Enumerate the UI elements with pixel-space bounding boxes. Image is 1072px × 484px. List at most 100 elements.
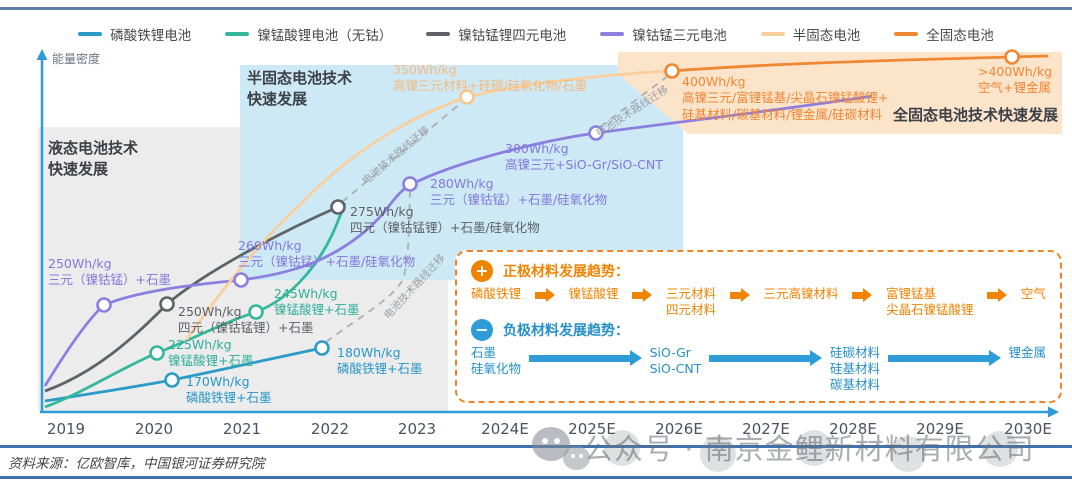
series-line-lmno bbox=[44, 202, 347, 409]
cathode-trend-title: 正极材料发展趋势： bbox=[503, 264, 629, 280]
legend: 磷酸铁锂电池 镍锰酸锂电池（无钴） 镍钴锰锂四元电池 镍钴锰三元电池 半固态电池… bbox=[0, 24, 1072, 44]
arrow-right-icon bbox=[987, 288, 1008, 302]
arrow-right-icon bbox=[729, 288, 750, 302]
annotation-ncm-250: 250Wh/kg 三元（镍钴锰）+石墨 bbox=[48, 256, 171, 289]
series-line-all-solid bbox=[671, 54, 1049, 73]
arrow-right-icon bbox=[529, 350, 642, 367]
annotation-lmno-245: 245Wh/kg 镍锰酸锂+石墨 bbox=[274, 286, 359, 319]
legend-label: 镍钴锰三元电池 bbox=[632, 28, 727, 44]
arrow-right-icon bbox=[852, 288, 873, 302]
legend-label: 磷酸铁锂电池 bbox=[110, 28, 192, 44]
legend-swatch bbox=[78, 32, 103, 36]
arrow-right-icon bbox=[709, 350, 822, 367]
annotation-material: 高镍三元+SiO-Gr/SiO-CNT bbox=[505, 157, 663, 173]
region-title-all-solid: 全固态电池技术快速发展 bbox=[893, 106, 1059, 124]
annotation-material: 三元（镍钴锰）+石墨/硅氧化物 bbox=[430, 192, 608, 208]
annotation-value: 225Wh/kg bbox=[168, 337, 232, 352]
legend-item-semi: 半固态电池 bbox=[760, 24, 860, 44]
point-ncm-260 bbox=[233, 272, 249, 288]
annotation-value: 280Wh/kg bbox=[430, 176, 494, 191]
legend-label: 镍钴锰锂四元电池 bbox=[458, 28, 567, 44]
annotation-value: 250Wh/kg bbox=[178, 304, 242, 319]
annotation-material: 四元（镍钴锰锂）+石墨 bbox=[178, 320, 314, 336]
annotation-lmno-225: 225Wh/kg 镍锰酸锂+石墨 bbox=[168, 337, 253, 370]
x-tick-2030e: 2030E bbox=[1004, 420, 1052, 438]
anode-trend-header: − 负极材料发展趋势： bbox=[471, 319, 1046, 342]
x-tick-2029e: 2029E bbox=[916, 420, 964, 438]
x-tick-2023: 2023 bbox=[397, 420, 437, 438]
annotation-value: 180Wh/kg bbox=[337, 345, 401, 360]
anode-trend-chain: 石墨 硅氧化物 SiO-Gr SiO-CNT 硅碳材料 硅基材料 碳基材料 锂金… bbox=[471, 345, 1046, 392]
x-tick-2027e: 2027E bbox=[742, 420, 790, 438]
point-lfp-180 bbox=[314, 340, 330, 356]
point-lfp-170 bbox=[164, 372, 180, 388]
x-tick-2021: 2021 bbox=[222, 420, 262, 438]
cathode-trend-header: + 正极材料发展趋势： bbox=[471, 260, 1046, 282]
legend-swatch bbox=[225, 32, 250, 36]
legend-item-lfp: 磷酸铁锂电池 bbox=[78, 24, 191, 44]
x-axis-arrow-icon bbox=[1048, 406, 1059, 418]
annotation-value: 350Wh/kg bbox=[393, 62, 457, 77]
cathode-item: 空气 bbox=[1020, 286, 1046, 301]
annotation-value: 275Wh/kg bbox=[350, 204, 414, 219]
cathode-item: 富锂锰基 尖晶石镍锰酸锂 bbox=[885, 286, 974, 317]
cathode-item: 镍锰酸锂 bbox=[568, 286, 619, 301]
legend-label: 镍锰酸锂电池（无钴） bbox=[257, 28, 393, 44]
annotation-value: 300Wh/kg bbox=[505, 141, 569, 156]
point-ncm-300 bbox=[588, 125, 604, 141]
point-semi-350 bbox=[459, 89, 475, 105]
region-title-semi-solid: 半固态电池技术 快速发展 bbox=[247, 69, 353, 108]
bottom-border bbox=[0, 476, 1072, 479]
cathode-item: 三元高镍材料 bbox=[763, 286, 839, 301]
x-tick-2022: 2022 bbox=[310, 420, 350, 438]
point-solid-400plus bbox=[1004, 49, 1020, 65]
arrow-right-icon bbox=[887, 350, 1001, 367]
migration-line-ncm-to-solid bbox=[599, 75, 669, 128]
legend-item-ncm: 镍钴锰三元电池 bbox=[600, 24, 727, 44]
annotation-material: 空气+锂金属 bbox=[978, 80, 1051, 96]
point-solid-400 bbox=[664, 63, 680, 79]
annotation-material: 高镍三元材料+硅碳/硅氧化物/石墨 bbox=[393, 78, 587, 94]
plus-icon: + bbox=[471, 260, 493, 282]
annotation-solid-400plus: >400Wh/kg 空气+锂金属 bbox=[978, 64, 1052, 97]
legend-item-solid: 全固态电池 bbox=[894, 24, 994, 44]
legend-swatch bbox=[600, 32, 625, 36]
legend-item-lmno: 镍锰酸锂电池（无钴） bbox=[225, 24, 392, 44]
annotation-material: 镍锰酸锂+石墨 bbox=[168, 353, 254, 369]
annotation-material: 三元（镍钴锰）+石墨 bbox=[48, 272, 171, 288]
point-ncm-280 bbox=[402, 176, 418, 192]
anode-item: SiO-Gr SiO-CNT bbox=[649, 345, 702, 376]
anode-trend-title: 负极材料发展趋势： bbox=[503, 323, 629, 340]
x-tick-2026e: 2026E bbox=[655, 420, 703, 438]
legend-item-quad: 镍钴锰锂四元电池 bbox=[426, 24, 566, 44]
annotation-material: 磷酸铁锂+石墨 bbox=[186, 390, 272, 406]
footer-divider bbox=[0, 445, 1072, 448]
point-lmno-245 bbox=[248, 304, 264, 320]
annotation-material: 四元（镍钴锰锂）+石墨/硅氧化物 bbox=[350, 220, 540, 236]
point-lmno-225 bbox=[149, 345, 165, 361]
x-tick-2019: 2019 bbox=[46, 420, 86, 438]
x-tick-2025e: 2025E bbox=[568, 420, 616, 438]
x-tick-2028e: 2028E bbox=[829, 420, 877, 438]
anode-item: 石墨 硅氧化物 bbox=[471, 345, 522, 376]
legend-swatch bbox=[760, 32, 785, 36]
legend-label: 全固态电池 bbox=[926, 28, 994, 44]
annotation-value: 170Wh/kg bbox=[186, 374, 250, 389]
annotation-material: 三元（镍钴锰）+石墨/硅氧化物 bbox=[238, 254, 416, 270]
migration-line-lfp-to-ncm bbox=[325, 191, 411, 343]
data-points bbox=[96, 49, 1020, 388]
annotation-lfp-180: 180Wh/kg 磷酸铁锂+石墨 bbox=[337, 345, 422, 378]
point-quad-250 bbox=[159, 296, 175, 312]
annotation-lfp-170: 170Wh/kg 磷酸铁锂+石墨 bbox=[186, 374, 271, 407]
annotation-material: 镍锰酸锂+石墨 bbox=[274, 302, 360, 318]
cathode-trend-chain: 磷酸铁锂 镍锰酸锂 三元材料 四元材料 三元高镍材料 富锂锰基 尖晶石镍锰酸锂 … bbox=[471, 286, 1046, 317]
legend-swatch bbox=[426, 32, 451, 36]
annotation-ncm-260: 260Wh/kg 三元（镍钴锰）+石墨/硅氧化物 bbox=[238, 238, 415, 271]
annotation-value: 245Wh/kg bbox=[274, 286, 338, 301]
annotation-solid-400: 400Wh/kg 高镍三元/富锂锰基/尖晶石镍锰酸锂+ 硅基材料/碳基材料/锂金属… bbox=[682, 74, 888, 123]
annotation-ncm-280: 280Wh/kg 三元（镍钴锰）+石墨/硅氧化物 bbox=[430, 176, 607, 209]
minus-icon: − bbox=[471, 319, 493, 342]
annotation-material: 高镍三元/富锂锰基/尖晶石镍锰酸锂+ 硅基材料/碳基材料/锂金属/硅碳材料 bbox=[682, 90, 889, 122]
